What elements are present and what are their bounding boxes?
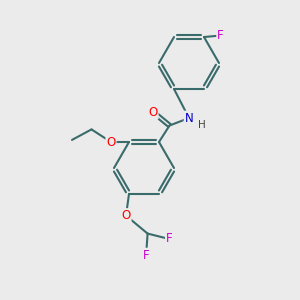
Text: H: H: [198, 120, 206, 130]
Text: N: N: [184, 112, 194, 124]
Text: O: O: [122, 209, 130, 222]
Text: O: O: [106, 136, 116, 148]
Text: F: F: [143, 249, 149, 262]
Text: O: O: [148, 106, 158, 118]
Text: F: F: [217, 29, 224, 42]
Text: F: F: [166, 232, 172, 245]
